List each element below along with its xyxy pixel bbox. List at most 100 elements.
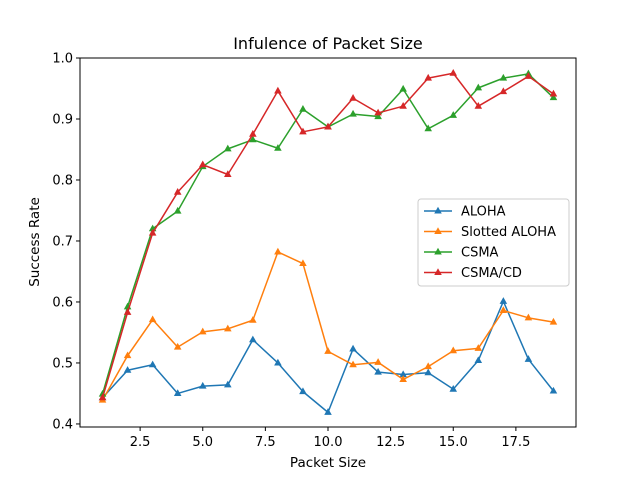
legend-label: ALOHA <box>461 205 506 220</box>
legend-swatch-marker <box>434 206 442 214</box>
data-point <box>349 344 357 352</box>
y-axis-ticks: 0.4 0.5 0.6 0.7 0.8 0.9 1.0 <box>52 52 80 432</box>
data-point <box>299 387 307 395</box>
data-point <box>499 87 508 95</box>
data-point <box>123 366 132 373</box>
x-tick-label: 7.5 <box>255 435 276 450</box>
y-tick-label: 0.8 <box>52 173 73 188</box>
data-point <box>349 94 357 101</box>
y-tick-label: 0.5 <box>52 356 73 371</box>
data-point <box>123 308 132 315</box>
data-point <box>524 313 533 321</box>
data-point <box>524 355 533 362</box>
data-point <box>249 316 257 323</box>
y-tick-label: 0.6 <box>52 295 73 310</box>
series-aloha <box>98 297 558 415</box>
data-point <box>148 315 157 323</box>
data-point <box>224 324 232 332</box>
data-point <box>274 247 282 255</box>
data-point <box>274 144 282 151</box>
series-line <box>101 300 555 414</box>
data-point <box>474 356 483 364</box>
legend-item: Slotted ALOHA <box>424 225 556 240</box>
data-point <box>499 297 508 304</box>
data-point <box>399 375 407 382</box>
y-tick-label: 0.9 <box>52 112 73 127</box>
data-point <box>299 127 307 135</box>
legend-item: CSMA/CD <box>424 266 522 281</box>
data-point <box>549 386 558 394</box>
y-tick-label: 0.4 <box>52 417 73 432</box>
legend-item: CSMA <box>424 246 499 261</box>
data-point <box>449 111 458 118</box>
legend: ALOHA Slotted ALOHA CSMA CSMA/CD <box>417 198 570 287</box>
data-point <box>374 358 382 365</box>
data-point <box>449 69 458 76</box>
data-point <box>499 306 508 314</box>
x-tick-label: 10.0 <box>314 435 343 450</box>
y-tick-label: 1.0 <box>52 52 73 67</box>
y-tick-label: 0.7 <box>52 234 73 249</box>
data-point <box>299 259 307 267</box>
legend-label: Slotted ALOHA <box>461 225 556 240</box>
data-point <box>224 170 232 178</box>
data-point <box>123 351 132 359</box>
data-point <box>349 360 357 368</box>
data-point <box>324 122 332 130</box>
legend-swatch-marker <box>434 227 442 235</box>
data-point <box>249 135 257 143</box>
data-point <box>449 384 458 392</box>
data-point <box>474 344 483 351</box>
data-point <box>173 187 182 195</box>
data-point <box>549 317 558 325</box>
data-point <box>399 101 407 109</box>
data-point <box>474 101 483 109</box>
data-point <box>324 347 332 354</box>
x-tick-label: 17.5 <box>501 435 530 450</box>
legend-item: ALOHA <box>424 205 506 220</box>
x-tick-label: 12.5 <box>376 435 405 450</box>
data-point <box>324 408 332 415</box>
data-point <box>474 83 483 91</box>
data-point <box>224 380 232 388</box>
x-tick-label: 2.5 <box>130 435 151 450</box>
data-point <box>198 381 207 389</box>
legend-label: CSMA/CD <box>461 266 522 281</box>
data-point <box>173 389 182 396</box>
legend-swatch-marker <box>434 268 442 276</box>
data-point <box>549 89 558 97</box>
data-point <box>274 358 282 366</box>
series-csma-cd <box>98 69 558 401</box>
series-slotted-aloha <box>98 247 558 403</box>
data-point <box>499 73 508 81</box>
data-point <box>148 360 157 368</box>
x-axis-ticks: 2.5 5.0 7.5 10.0 12.5 15.0 17.5 <box>130 427 530 450</box>
data-point <box>224 144 232 152</box>
x-tick-label: 5.0 <box>192 435 213 450</box>
data-point <box>424 124 432 132</box>
data-point <box>98 389 107 397</box>
x-axis-label: Packet Size <box>290 455 366 471</box>
data-point <box>349 109 357 117</box>
chart-title: Infulence of Packet Size <box>233 34 423 53</box>
data-point <box>549 93 558 101</box>
data-point <box>424 368 432 376</box>
data-point <box>98 393 107 401</box>
data-point <box>374 367 382 375</box>
data-point <box>249 335 257 343</box>
data-point <box>449 346 458 354</box>
data-point <box>198 327 207 335</box>
data-point <box>198 160 207 168</box>
data-point <box>424 362 432 370</box>
legend-swatch-marker <box>434 247 442 255</box>
legend-label: CSMA <box>461 246 499 261</box>
x-tick-label: 15.0 <box>439 435 468 450</box>
data-point <box>399 84 407 92</box>
data-point <box>173 342 182 350</box>
data-point <box>424 73 432 81</box>
data-point <box>173 206 182 214</box>
data-point <box>374 108 382 116</box>
data-point <box>374 112 382 120</box>
data-point <box>399 370 407 378</box>
